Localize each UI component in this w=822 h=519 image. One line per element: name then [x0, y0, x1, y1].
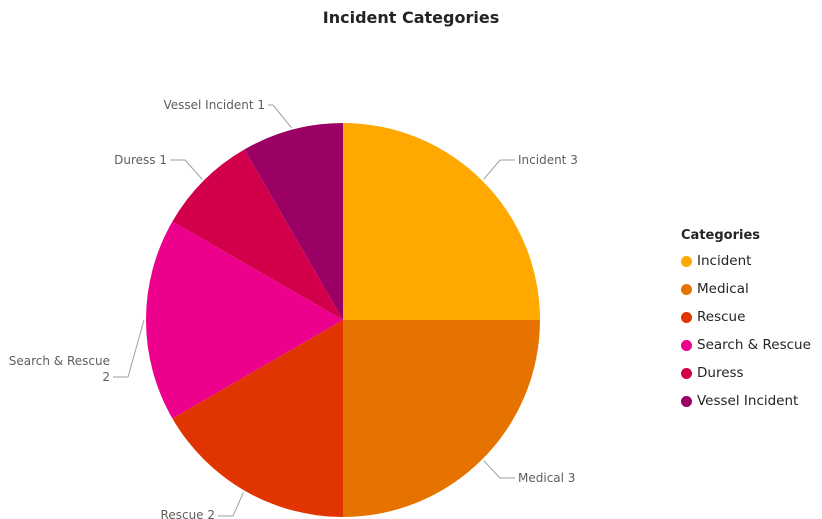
pie-slice-search-rescue[interactable] [146, 221, 343, 419]
pie-slice-incident[interactable] [343, 123, 540, 320]
leader-line [170, 159, 203, 180]
slice-label: Medical 3 [518, 471, 575, 485]
slice-label: Incident 3 [518, 153, 578, 167]
legend-label: Search & Rescue [697, 337, 811, 353]
legend-swatch [681, 339, 692, 351]
legend-swatch [681, 255, 692, 267]
leader-line [218, 492, 244, 517]
legend-item-search-rescue[interactable]: Search & Rescue [681, 331, 811, 359]
slice-label: Duress 1 [114, 153, 167, 167]
legend-swatch [681, 395, 692, 407]
legend-title: Categories [681, 228, 761, 243]
leader-line [483, 460, 515, 479]
slice-label: Search & Rescue 2 [9, 354, 110, 384]
legend-label: Incident [697, 253, 752, 269]
pie-slice-duress[interactable] [172, 149, 343, 320]
legend-label: Duress [697, 365, 744, 381]
legend-label: Vessel Incident [697, 393, 799, 409]
leader-line [113, 319, 145, 378]
slice-label: Rescue 2 [161, 508, 215, 519]
legend-item-incident[interactable]: Incident [681, 247, 811, 275]
legend-label: Rescue [697, 309, 746, 325]
legend-label: Medical [697, 281, 749, 297]
legend: Categories Incident Medical Rescue Search &… [681, 228, 811, 415]
legend-item-vessel-incident[interactable]: Vessel Incident [681, 387, 811, 415]
chart-title: Incident Categories [322, 8, 500, 27]
legend-swatch [681, 367, 692, 379]
pie-slice-medical[interactable] [343, 320, 540, 517]
legend-items: Incident Medical Rescue Search & Rescue Dure… [681, 247, 811, 415]
legend-item-medical[interactable]: Medical [681, 275, 811, 303]
pie-slice-vessel-incident[interactable] [244, 123, 344, 320]
legend-item-duress[interactable]: Duress [681, 359, 811, 387]
legend-swatch [681, 311, 692, 323]
legend-item-rescue[interactable]: Rescue [681, 303, 811, 331]
legend-swatch [681, 283, 692, 295]
leader-line [483, 159, 515, 180]
pie-slice-rescue[interactable] [172, 320, 343, 517]
slice-label: Vessel Incident 1 [163, 98, 265, 112]
leader-line [268, 104, 292, 129]
